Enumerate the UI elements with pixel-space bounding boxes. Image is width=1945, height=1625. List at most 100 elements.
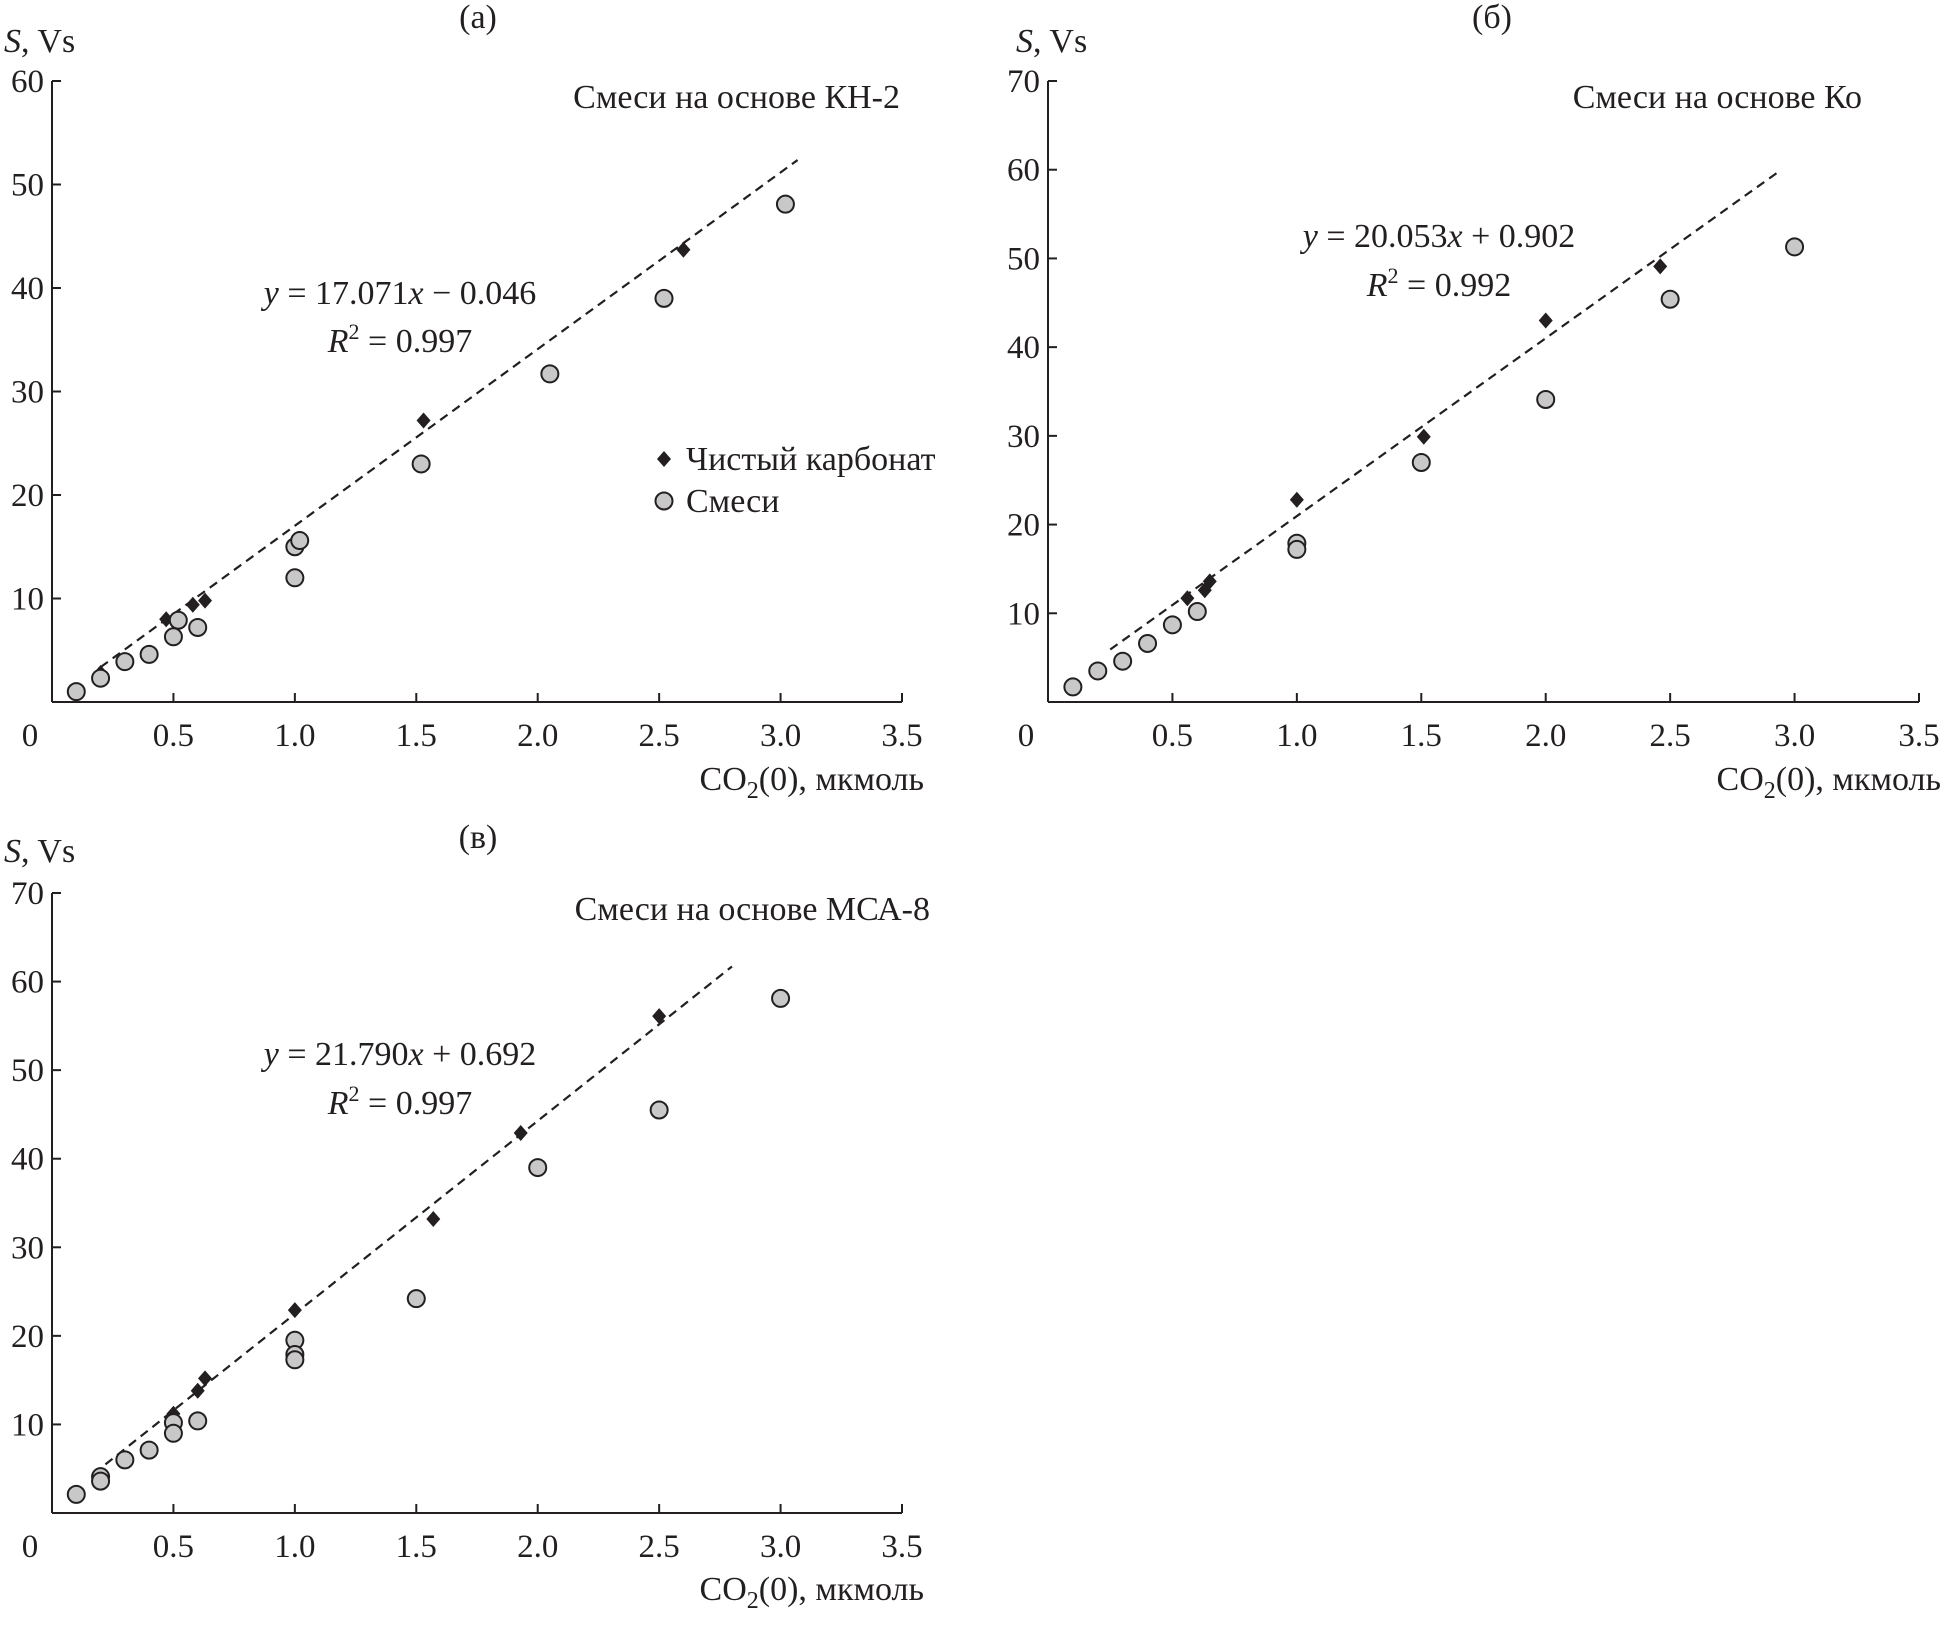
data-point-circle [1411, 452, 1431, 472]
y-axis-label-var: S [4, 23, 21, 60]
data-point-circle [411, 454, 431, 474]
trend-line [104, 965, 733, 1466]
equation-slope: = 17.071 [279, 275, 409, 312]
chart-title: Смеси на основе МСА-8 [575, 891, 930, 928]
equation-y: y [1300, 218, 1319, 255]
y-tick-label: 20 [11, 1319, 44, 1355]
data-point-diamond [1538, 312, 1553, 329]
x-tick-label: 2.5 [1650, 718, 1691, 754]
x-tick-label: 2.0 [517, 718, 558, 754]
data-point-circle [139, 644, 159, 664]
equation-x: x [1447, 218, 1463, 255]
x-axis-label-sub: 2 [747, 1588, 759, 1614]
data-point-circle [771, 988, 791, 1008]
r-squared-value: = 0.997 [360, 323, 473, 360]
y-tick-label: 60 [1007, 153, 1040, 189]
y-tick-label: 10 [11, 582, 44, 618]
equation-x: x [408, 1036, 424, 1073]
y-tick-label: 40 [11, 271, 44, 307]
x-tick-label: 3.0 [760, 718, 801, 754]
x-tick-label: 1.0 [274, 1529, 315, 1565]
x-tick-label: 0.5 [1152, 718, 1193, 754]
y-tick-label: 40 [1007, 330, 1040, 366]
data-point-diamond [652, 1008, 667, 1025]
y-axis-label: S, Vs [4, 833, 75, 870]
data-point-circle [115, 652, 135, 672]
r-squared-var: R [327, 1085, 349, 1122]
panel-label: (б) [1472, 0, 1512, 36]
equation-slope: = 21.790 [279, 1036, 409, 1073]
data-point-circle [91, 668, 111, 688]
data-point-circle [188, 1411, 208, 1431]
y-tick-label: 10 [1007, 596, 1040, 632]
x-tick-label: 1.5 [396, 1529, 437, 1565]
x-tick-label: 0.5 [153, 718, 194, 754]
regression-equation: y = 17.071x − 0.046 [261, 275, 537, 312]
data-point-diamond [185, 596, 200, 613]
data-point-circle [285, 568, 305, 588]
x-tick-label: 3.5 [881, 718, 922, 754]
r-squared: R2 = 0.992 [1366, 263, 1511, 304]
legend-circle-icon [654, 491, 674, 511]
data-point-circle [285, 1350, 305, 1370]
x-tick-label: 3.0 [760, 1529, 801, 1565]
y-tick-label: 20 [11, 478, 44, 514]
x-axis-label-pre: CO [1717, 761, 1764, 798]
x-tick-label: 2.0 [1525, 718, 1566, 754]
equation-x: x [408, 275, 424, 312]
chart-panel-3: 0 0.5 1.0 1.5 2.0 2.5 3.0 3.5 10 20 30 40 50 60 70 (в) С… [4, 819, 930, 1614]
trend-line [1109, 170, 1781, 651]
data-point-diamond [1416, 428, 1431, 445]
r-squared-sup: 2 [349, 319, 360, 344]
data-point-circle [290, 531, 310, 551]
data-point-circle [91, 1471, 111, 1491]
x-tick-label: 1.0 [1276, 718, 1317, 754]
data-point-circle [139, 1440, 159, 1460]
x-tick-label: 2.5 [639, 718, 680, 754]
data-point-diamond [1180, 590, 1195, 607]
equation-intercept: + 0.692 [424, 1036, 537, 1073]
data-point-diamond [198, 1370, 212, 1387]
legend-diamond-icon [657, 451, 671, 467]
data-point-diamond [1653, 258, 1668, 275]
x-axis-label-pre: CO [700, 761, 747, 798]
equation-y: y [261, 275, 280, 312]
data-point-circle [1536, 389, 1556, 409]
regression-equation: y = 20.053x + 0.902 [1300, 218, 1576, 255]
x-tick-label: 3.0 [1774, 718, 1815, 754]
x-tick-label: 0 [22, 718, 39, 754]
y-tick-label: 50 [1007, 241, 1040, 277]
y-tick-label: 60 [11, 965, 44, 1001]
data-point-circle [649, 1100, 669, 1120]
x-axis-label: CO2(0), мкмоль [700, 761, 924, 804]
data-point-circle [1113, 651, 1133, 671]
r-squared-sup: 2 [349, 1081, 360, 1106]
data-point-circle [540, 364, 560, 384]
x-tick-label: 1.5 [396, 718, 437, 754]
panel-label: (а) [459, 0, 497, 36]
y-tick-label: 20 [1007, 508, 1040, 544]
r-squared: R2 = 0.997 [327, 1081, 472, 1122]
data-point-circle [66, 682, 86, 702]
y-tick-label: 10 [11, 1407, 44, 1443]
y-tick-label: 50 [11, 1053, 44, 1089]
chart-title: Смеси на основе Ко [1573, 79, 1862, 116]
x-axis-label-sub: 2 [1764, 778, 1776, 804]
y-axis-label-var: S [4, 833, 21, 870]
x-axis-label-post: (0), мкмоль [759, 1571, 924, 1608]
equation-intercept: + 0.902 [1463, 218, 1576, 255]
data-point-circle [115, 1450, 135, 1470]
trend-line [99, 159, 799, 669]
data-point-circle [775, 194, 795, 214]
y-axis-label-unit: , Vs [1033, 23, 1087, 60]
data-point-diamond [513, 1125, 528, 1142]
data-point-diamond [1202, 573, 1217, 590]
x-axis-label: CO2(0), мкмоль [1717, 761, 1941, 804]
data-point-diamond [287, 1302, 302, 1319]
equation-y: y [261, 1036, 280, 1073]
legend-label: Смеси [686, 483, 779, 520]
data-point-circle [528, 1158, 548, 1178]
data-point-diamond [190, 1382, 205, 1399]
y-axis-label-unit: , Vs [21, 833, 75, 870]
